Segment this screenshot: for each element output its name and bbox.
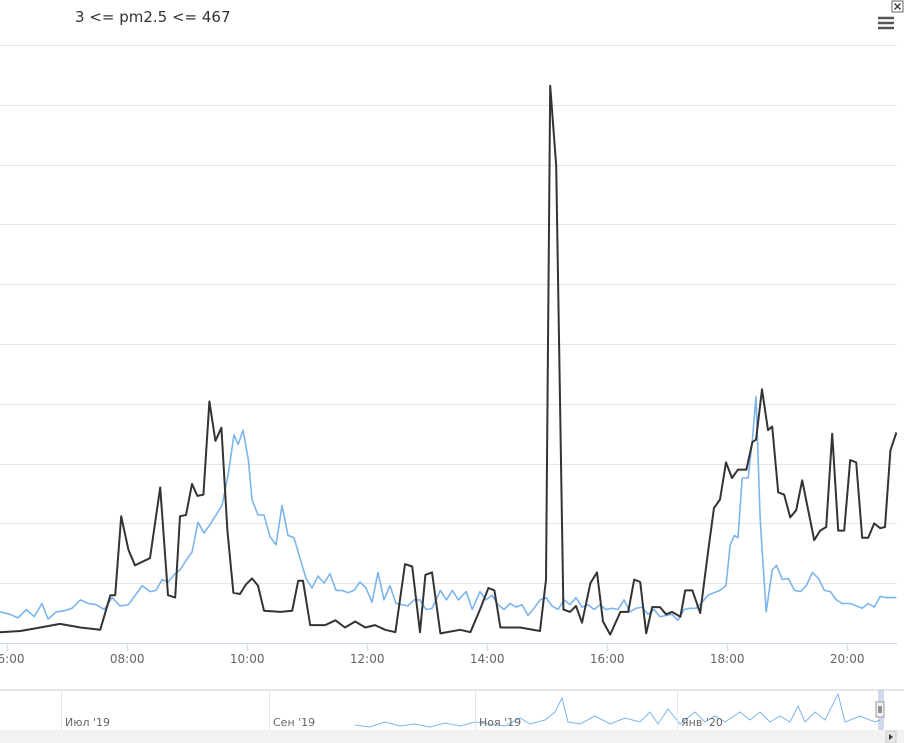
x-tick-label: 20:00	[830, 652, 865, 666]
scrollbar-arrow[interactable]	[889, 734, 893, 740]
plot-area: 06:00 08:00 10:00 12:00 14:00 16:00 18:00 20:00	[0, 45, 898, 666]
menu-button[interactable]	[876, 14, 894, 32]
x-tick-label: 12:00	[350, 652, 385, 666]
menu-icon[interactable]	[878, 16, 894, 30]
navigator-handle[interactable]	[875, 701, 885, 718]
scrollbar-track	[0, 730, 904, 743]
navigator-label: Янв '20	[681, 716, 723, 729]
x-tick-label: 06:00	[0, 652, 24, 666]
series-line	[0, 395, 897, 622]
chart-title: 3 <= pm2.5 <= 467	[75, 8, 231, 26]
x-tick-label: 08:00	[110, 652, 145, 666]
navigator-label: Июл '19	[65, 716, 110, 729]
navigator-line	[354, 692, 881, 728]
navigator-label: Ноя '19	[479, 716, 521, 729]
x-tick-label: 14:00	[470, 652, 505, 666]
navigator	[0, 689, 904, 743]
close-icon[interactable]	[894, 3, 901, 10]
x-tick-label: 18:00	[710, 652, 745, 666]
x-tick-label: 16:00	[590, 652, 625, 666]
navigator-label: Сен '19	[273, 716, 315, 729]
series-line	[0, 84, 898, 636]
x-tick-label: 10:00	[230, 652, 265, 666]
navigator-handle-grip[interactable]	[878, 706, 882, 713]
close-button[interactable]	[891, 0, 904, 13]
